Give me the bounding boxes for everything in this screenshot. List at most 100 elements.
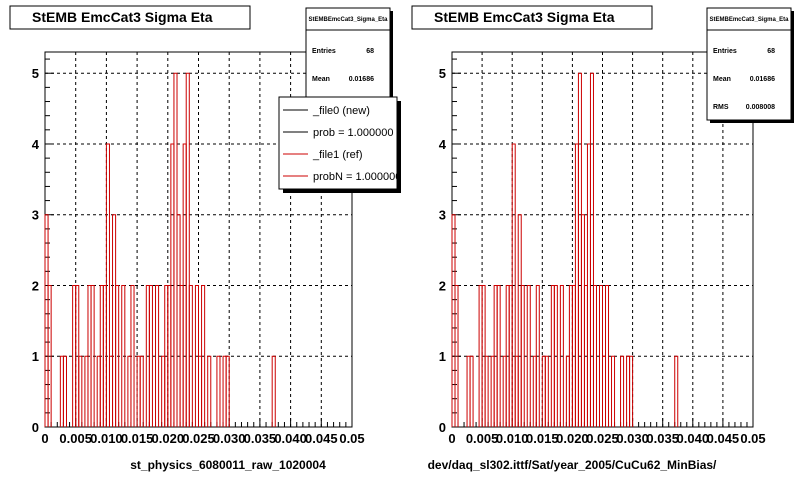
legend: _file0 (new) prob = 1.000000 _file1 (ref) p… [278, 96, 401, 193]
x-tick-label: 0.015 [121, 431, 154, 446]
y-tick-label: 1 [32, 349, 39, 364]
x-tick-label: 0.045 [707, 431, 740, 446]
histogram-bar [271, 355, 276, 427]
x-tick-label: 0.040 [677, 431, 710, 446]
histogram-bar [592, 284, 597, 427]
histogram-bar [511, 143, 516, 427]
histogram-bar [526, 284, 531, 427]
x-tick-label: 0.010 [90, 431, 123, 446]
x-tick-label: 0.035 [244, 431, 277, 446]
histogram-bar [620, 355, 625, 427]
histogram-bar [90, 284, 95, 427]
chart-panel-1: 0 0.0050.0100.0150.0200.0250.0300.0350.04… [9, 5, 401, 472]
stats-label: Entries [713, 48, 737, 55]
y-tick-label: 5 [32, 66, 39, 81]
histogram-bar [589, 72, 594, 427]
file-caption: st_physics_6080011_raw_1020004 [130, 458, 326, 472]
stats-label: Entries [312, 48, 336, 55]
histogram-bar [207, 355, 212, 427]
stats-value: 68 [767, 48, 775, 55]
stats-value: 68 [366, 48, 374, 55]
y-tick-label: 2 [439, 278, 446, 293]
histogram-bar [535, 284, 540, 427]
x-tick-label: 0.015 [526, 431, 559, 446]
y-tick-label: 3 [439, 208, 446, 223]
stats-value: 0.01686 [750, 76, 775, 83]
x-tick-label: 0 [448, 431, 455, 446]
x-tick-label: 0.030 [213, 431, 246, 446]
title-box [411, 5, 653, 30]
histogram-bar [544, 355, 549, 427]
histogram-bar [611, 355, 616, 427]
histogram-bar [139, 355, 144, 427]
x-tick-label: 0.005 [466, 431, 499, 446]
histogram-bar [629, 355, 634, 427]
y-tick-label: 2 [32, 278, 39, 293]
stats-label: Mean [713, 76, 731, 83]
legend-label: probN = 1.000000 [313, 171, 401, 183]
legend-label: _file1 (ref) [312, 149, 363, 161]
x-tick-label: 0.045 [305, 431, 338, 446]
histogram-bar [130, 284, 135, 427]
y-tick-label: 5 [439, 66, 446, 81]
histogram-bar [188, 284, 193, 427]
histogram-bar [454, 284, 459, 427]
histogram-bar [115, 284, 120, 427]
histogram-bar [469, 355, 474, 427]
y-tick-label: 0 [439, 420, 446, 435]
stats-box-title: StEMBEmcCat3_Sigma_Eta [308, 17, 388, 23]
x-tick-label: 0.025 [586, 431, 619, 446]
stats-value: 0.008008 [746, 104, 775, 111]
x-tick-label: 0.030 [616, 431, 649, 446]
x-tick-label: 0 [41, 431, 48, 446]
legend-label: _file0 (new) [312, 105, 370, 117]
y-tick-label: 4 [439, 137, 447, 152]
x-tick-label: 0.020 [152, 431, 185, 446]
file-caption: dev/daq_sl302.ittf/Sat/year_2005/CuCu62_… [428, 458, 717, 472]
histogram-bar [484, 355, 489, 427]
title-box [9, 5, 251, 30]
histogram-bar [225, 355, 230, 427]
histogram-bar [185, 72, 190, 427]
stats-box-title: StEMBEmcCat3_Sigma_Eta [709, 17, 789, 23]
stats-value: 0.01686 [349, 76, 374, 83]
series-1 [44, 72, 276, 427]
y-tick-label: 4 [32, 137, 40, 152]
series-1 [451, 72, 679, 427]
x-tick-label: 0.05 [740, 431, 765, 446]
chart-title: StEMB EmcCat3 Sigma Eta [32, 9, 213, 25]
x-tick-label: 0.025 [182, 431, 215, 446]
histogram-bar [605, 284, 610, 427]
x-tick-label: 0.020 [556, 431, 589, 446]
histogram-bar [105, 143, 110, 427]
x-tick-label: 0.040 [274, 431, 307, 446]
stats-label: Mean [312, 76, 330, 83]
histogram-bar [121, 284, 126, 427]
x-tick-label: 0.035 [646, 431, 679, 446]
histogram-bar [216, 355, 221, 427]
x-tick-label: 0.005 [59, 431, 92, 446]
chart-title: StEMB EmcCat3 Sigma Eta [434, 9, 615, 25]
histogram-bar [674, 355, 679, 427]
x-tick-label: 0.05 [339, 431, 364, 446]
stats-label: RMS [713, 104, 729, 111]
histogram-bar [148, 284, 153, 427]
histogram-bar [559, 284, 564, 427]
histogram-bar [47, 284, 52, 427]
histogram-bar [201, 284, 206, 427]
legend-box [278, 96, 398, 190]
stats-box [706, 7, 792, 121]
histogram-bar [520, 284, 525, 427]
histogram-bar [62, 355, 67, 427]
histogram-bar [78, 355, 83, 427]
histogram-bar [155, 284, 160, 427]
y-tick-label: 1 [439, 349, 446, 364]
y-tick-label: 3 [32, 208, 39, 223]
chart-panel-2: 0 0.0050.0100.0150.0200.0250.0300.0350.04… [411, 5, 794, 472]
y-tick-label: 0 [32, 420, 39, 435]
histogram-bar [496, 284, 501, 427]
histogram-bar [553, 284, 558, 427]
x-tick-label: 0.010 [496, 431, 529, 446]
legend-label: prob = 1.000000 [313, 127, 393, 139]
